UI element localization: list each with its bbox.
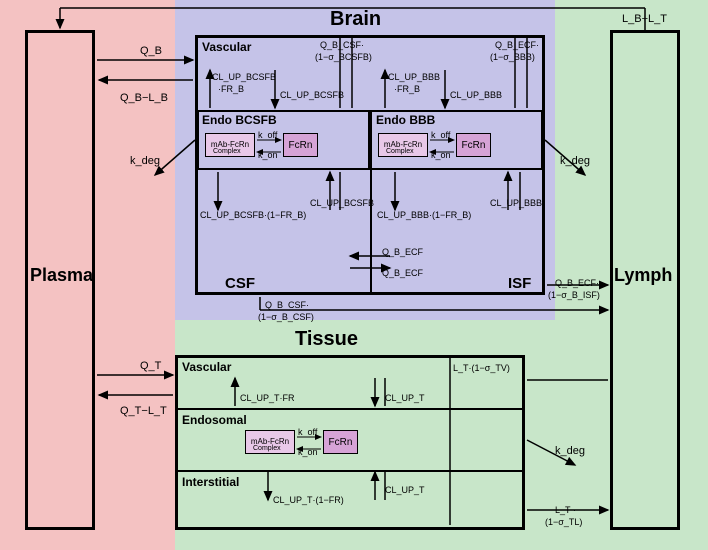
lt-sigtv: L_T·(1−σ_TV) bbox=[453, 363, 510, 373]
kon-tissue: k_on bbox=[298, 447, 318, 457]
qbcsf-out1: Q_B_CSF· bbox=[265, 300, 309, 310]
brain-divider-v bbox=[370, 170, 372, 295]
complex-bcsfb-l2: Complex bbox=[213, 148, 241, 155]
clup-bcsfb-fr1: CL_UP_BCSFB bbox=[212, 72, 276, 82]
qbecf-mid2: Q_B_ECF bbox=[382, 268, 423, 278]
tissue-endosomal: Endosomal bbox=[182, 413, 247, 427]
koff-bcsfb: k_off bbox=[258, 130, 277, 140]
clupt-1fr: CL_UP_T·(1−FR) bbox=[273, 495, 344, 505]
kdeg-brain: k_deg bbox=[130, 155, 160, 167]
qbecf-out1: Q_B_ECF· bbox=[555, 278, 599, 288]
kdeg-brain-r: k_deg bbox=[560, 155, 590, 167]
clup-bcsfb-lbl: CL_UP_BCSFB bbox=[280, 90, 344, 100]
lb-lt-label: L_B+L_T bbox=[622, 13, 667, 25]
qb-label: Q_B bbox=[140, 45, 162, 57]
brain-title: Brain bbox=[330, 8, 381, 31]
kdeg-tissue: k_deg bbox=[555, 445, 585, 457]
qbcsf-out2: (1−σ_B_CSF) bbox=[258, 312, 314, 322]
qbecf-sig1: Q_B_ECF· bbox=[495, 40, 539, 50]
lt-sigtl1: L_T · bbox=[555, 505, 576, 515]
qbecf-out2: (1−σ_B_ISF) bbox=[548, 290, 600, 300]
kon-bbb: k_on bbox=[431, 150, 451, 160]
clup-bcsfb-lbl2: CL_UP_BCSFB bbox=[310, 198, 374, 208]
qt-label: Q_T bbox=[140, 360, 161, 372]
qbcsf-sig2: (1−σ_BCSFB) bbox=[315, 52, 372, 62]
clupt-fr: CL_UP_T·FR bbox=[240, 393, 295, 403]
lymph-title: Lymph bbox=[614, 265, 672, 286]
complex-bbb-l2: Complex bbox=[386, 148, 414, 155]
kon-bcsfb: k_on bbox=[258, 150, 278, 160]
endo-bbb: Endo BBB bbox=[376, 113, 435, 127]
fcrn-tissue: FcRn bbox=[323, 430, 358, 454]
koff-bbb: k_off bbox=[431, 130, 450, 140]
koff-tissue: k_off bbox=[298, 427, 317, 437]
isf-label: ISF bbox=[508, 275, 531, 292]
qb-lb-label: Q_B−L_B bbox=[120, 92, 168, 104]
qbecf-mid1: Q_B_ECF bbox=[382, 247, 423, 257]
clup-bbb-1fr: CL_UP_BBB·(1−FR_B) bbox=[377, 210, 471, 220]
csf-label: CSF bbox=[225, 275, 255, 292]
tissue-div1 bbox=[177, 408, 523, 410]
qt-lt-label: Q_T−L_T bbox=[120, 405, 167, 417]
clupt-2: CL_UP_T bbox=[385, 485, 425, 495]
clupt-1: CL_UP_T bbox=[385, 393, 425, 403]
brain-vascular: Vascular bbox=[202, 40, 251, 54]
clup-bbb-lbl2: CL_UP_BBB bbox=[490, 198, 542, 208]
complex-tissue-l2: Complex bbox=[253, 445, 281, 452]
clup-bcsfb-1fr: CL_UP_BCSFB·(1−FR_B) bbox=[200, 210, 306, 220]
endo-bcsfb: Endo BCSFB bbox=[202, 113, 277, 127]
fcrn-bbb: FcRn bbox=[456, 133, 491, 157]
clup-bcsfb-fr2: ·FR_B bbox=[218, 84, 244, 94]
tissue-div2 bbox=[177, 470, 523, 472]
plasma-title: Plasma bbox=[30, 265, 93, 286]
tissue-interstitial: Interstitial bbox=[182, 475, 239, 489]
clup-bbb-lbl: CL_UP_BBB bbox=[450, 90, 502, 100]
qbcsf-sig1: Q_B_CSF· bbox=[320, 40, 364, 50]
fcrn-bcsfb: FcRn bbox=[283, 133, 318, 157]
qbecf-sig2: (1−σ_BBB) bbox=[490, 52, 535, 62]
tissue-vascular: Vascular bbox=[182, 360, 231, 374]
lt-sigtl2: (1−σ_TL) bbox=[545, 517, 582, 527]
clup-bbb-fr1: CL_UP_BBB bbox=[388, 72, 440, 82]
tissue-title: Tissue bbox=[295, 328, 358, 351]
clup-bbb-fr2: ·FR_B bbox=[394, 84, 420, 94]
